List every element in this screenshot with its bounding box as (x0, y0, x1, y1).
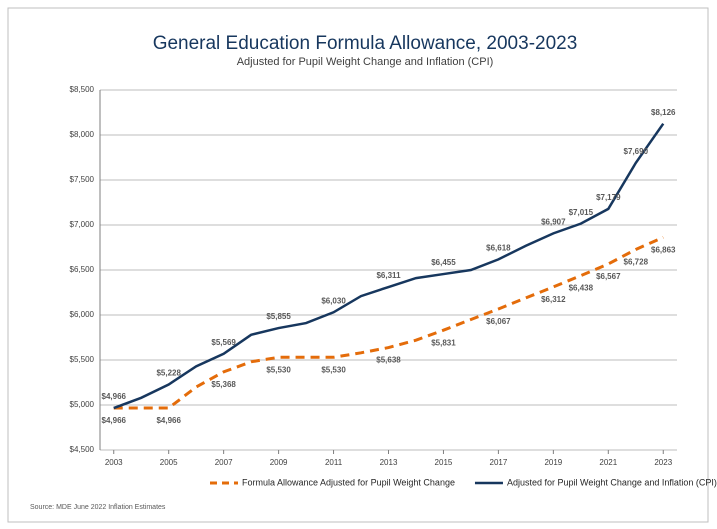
x-tick-label: 2009 (270, 458, 288, 467)
data-label: $8,126 (651, 108, 676, 117)
data-label: $6,312 (541, 295, 566, 304)
data-label: $4,966 (102, 392, 127, 401)
y-tick-label: $7,000 (70, 220, 95, 229)
data-label: $4,966 (156, 416, 181, 425)
data-label: $5,569 (211, 338, 236, 347)
x-tick-label: 2015 (435, 458, 453, 467)
data-label: $5,228 (156, 369, 181, 378)
data-label: $6,863 (651, 245, 676, 254)
data-label: $7,690 (624, 147, 649, 156)
data-label: $6,030 (321, 296, 346, 305)
data-label: $6,438 (569, 284, 594, 293)
data-label: $6,728 (624, 258, 649, 267)
x-tick-label: 2005 (160, 458, 178, 467)
data-label: $5,368 (211, 380, 236, 389)
x-tick-label: 2003 (105, 458, 123, 467)
series-line (113, 235, 664, 410)
x-tick-label: 2013 (380, 458, 398, 467)
data-label: $6,455 (431, 258, 456, 267)
x-tick-label: 2011 (325, 458, 343, 467)
data-label: $6,067 (486, 317, 511, 326)
y-tick-label: $4,500 (70, 445, 95, 454)
y-tick-label: $6,500 (70, 265, 95, 274)
source-note: Source: MDE June 2022 Inflation Estimate… (30, 504, 166, 511)
x-tick-label: 2023 (654, 458, 672, 467)
x-tick-label: 2017 (490, 458, 508, 467)
x-tick-label: 2007 (215, 458, 233, 467)
data-label: $5,530 (266, 365, 291, 374)
y-tick-label: $8,500 (70, 85, 95, 94)
legend-label: Adjusted for Pupil Weight Change and Inf… (507, 477, 717, 487)
x-tick-label: 2021 (599, 458, 617, 467)
legend-label: Formula Allowance Adjusted for Pupil Wei… (242, 477, 455, 487)
y-tick-label: $8,000 (70, 130, 95, 139)
series-line (113, 122, 665, 410)
data-label: $4,966 (102, 416, 127, 425)
data-label: $5,831 (431, 338, 456, 347)
y-tick-label: $6,000 (70, 310, 95, 319)
y-tick-label: $5,500 (70, 355, 95, 364)
chart-subtitle: Adjusted for Pupil Weight Change and Inf… (237, 56, 494, 68)
data-label: $6,567 (596, 272, 621, 281)
data-label: $7,015 (569, 208, 594, 217)
data-label: $5,638 (376, 356, 401, 365)
y-tick-label: $5,000 (70, 400, 95, 409)
data-label: $6,907 (541, 217, 566, 226)
data-label: $5,530 (321, 365, 346, 374)
x-tick-label: 2019 (544, 458, 562, 467)
y-tick-label: $7,500 (70, 175, 95, 184)
chart-frame (7, 7, 709, 523)
data-label: $7,179 (596, 193, 621, 202)
chart-title: General Education Formula Allowance, 200… (153, 33, 578, 54)
data-label: $5,855 (266, 312, 291, 321)
data-label: $6,311 (376, 271, 401, 280)
data-label: $6,618 (486, 243, 511, 252)
